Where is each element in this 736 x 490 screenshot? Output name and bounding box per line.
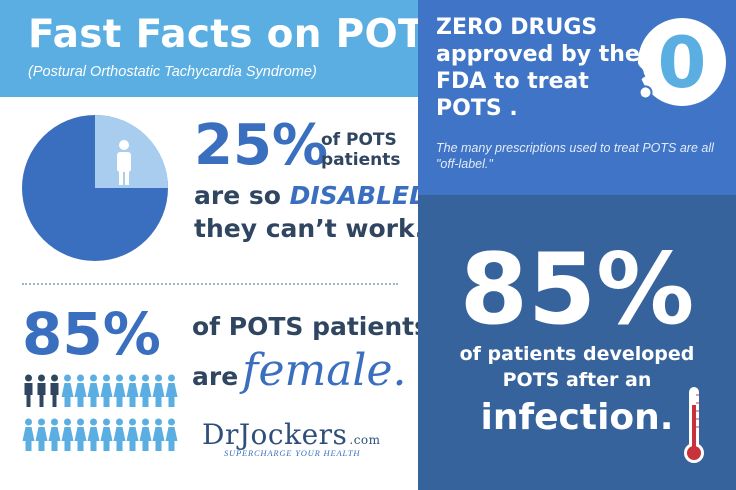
woman-icon <box>165 374 178 407</box>
off-label-note: The many prescriptions used to treat POT… <box>436 141 714 171</box>
woman-icon <box>61 418 74 451</box>
woman-icon <box>100 374 113 407</box>
woman-icon <box>100 418 113 451</box>
page-title: Fast Facts on POTS <box>28 12 454 57</box>
pie-slice-disabled <box>95 115 168 188</box>
disabled-suffix-line2: patients <box>321 150 401 170</box>
woman-icon <box>35 418 48 451</box>
infection-line1: of patients developed <box>459 343 695 365</box>
female-line1: of POTS patients <box>192 312 429 341</box>
zero-drugs-line1: ZERO DRUGS <box>436 15 598 40</box>
zero-drugs-line4: POTS . <box>436 96 518 121</box>
disabled-pie-chart <box>22 115 168 261</box>
woman-icon <box>152 374 165 407</box>
infection-panel: 85% of patients developed POTS after an … <box>418 195 736 490</box>
pills-icon <box>630 64 665 100</box>
woman-icon <box>113 374 126 407</box>
page-subtitle: (Postural Orthostatic Tachycardia Syndro… <box>28 64 317 80</box>
woman-icon <box>126 418 139 451</box>
female-line2: arefemale. <box>192 345 407 396</box>
zero-drugs-heading: ZERO DRUGS approved by the FDA to treat … <box>436 14 640 122</box>
woman-icon <box>126 374 139 407</box>
man-icon <box>24 374 33 407</box>
female-script-word: female. <box>242 345 407 396</box>
logo-wordmark: DrJockers .com <box>202 418 402 451</box>
disabled-percent: 25% <box>194 113 329 178</box>
woman-icon <box>61 374 74 407</box>
man-icon <box>37 374 46 407</box>
zero-number: 0 <box>658 22 707 104</box>
woman-icon <box>87 418 100 451</box>
disabled-suffix-line1: of POTS <box>321 130 397 150</box>
infection-line2: POTS after an <box>502 369 652 391</box>
people-grid <box>22 374 178 451</box>
woman-icon <box>113 418 126 451</box>
header-banner: Fast Facts on POTS (Postural Orthostatic… <box>0 0 453 97</box>
woman-icon <box>74 418 87 451</box>
left-panel: Fast Facts on POTS (Postural Orthostatic… <box>0 0 453 466</box>
female-percent: 85% <box>22 300 161 368</box>
drjockers-logo: DrJockers .com SUPERCHARGE YOUR HEALTH <box>202 418 402 466</box>
woman-icon <box>139 374 152 407</box>
logo-suffix: .com <box>349 433 381 447</box>
logo-tagline: SUPERCHARGE YOUR HEALTH <box>224 448 361 458</box>
zero-drugs-panel: ZERO DRUGS approved by the FDA to treat … <box>418 0 736 195</box>
zero-drugs-line2: approved by the <box>436 42 640 67</box>
disabled-highlight: DISABLED <box>289 181 430 210</box>
woman-icon <box>139 418 152 451</box>
zero-circle-badge: 0 <box>630 18 726 106</box>
woman-icon <box>87 374 100 407</box>
section-divider <box>22 283 398 285</box>
logo-name: DrJockers <box>202 418 348 451</box>
zero-drugs-line3: FDA to treat <box>436 69 589 94</box>
disabled-line2: are so DISABLED <box>194 181 430 210</box>
infection-line3: infection. <box>480 397 674 438</box>
woman-icon <box>74 374 87 407</box>
disabled-suffix: of POTS patients <box>321 130 400 170</box>
disabled-line3: they can’t work. <box>194 214 425 243</box>
woman-icon <box>48 418 61 451</box>
person-icon <box>117 140 131 185</box>
man-icon <box>50 374 59 407</box>
infection-percent: 85% <box>459 233 695 347</box>
thermometer-icon <box>684 387 704 463</box>
woman-icon <box>22 418 35 451</box>
disabled-line2-prefix: are so <box>194 181 290 210</box>
female-line2-prefix: are <box>192 362 239 391</box>
woman-icon <box>165 418 178 451</box>
woman-icon <box>152 418 165 451</box>
